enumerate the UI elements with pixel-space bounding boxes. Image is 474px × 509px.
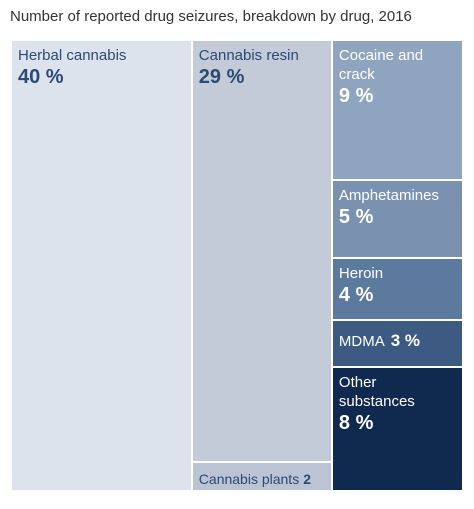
tile-label: Amphetamines (338, 186, 439, 204)
chart-title: Number of reported drug seizures, breakd… (10, 8, 412, 25)
value-label: 4 % (338, 283, 374, 306)
tile: Amphetamines 5 % (332, 180, 462, 257)
tile-label: Other substances (338, 373, 415, 410)
value-label: 8 % (338, 411, 374, 434)
value-label: 29 % (198, 66, 245, 88)
tile-label: Cannabis resin (198, 47, 299, 64)
value-label: 3 % (390, 330, 421, 350)
tile: Heroin 4 % (332, 258, 462, 319)
tile-label: Cannabis plants (198, 470, 300, 487)
tile: MDMA 3 % (332, 320, 462, 366)
tile-label: Heroin (338, 264, 384, 282)
tile: Cocaine and crack 9 % (332, 41, 462, 179)
tile-label: Herbal cannabis (18, 47, 127, 64)
value-label: 9 % (338, 85, 374, 107)
tile: Other substances 8 % (332, 367, 462, 490)
value-label: 5 % (338, 205, 374, 228)
tile-label: Cocaine and crack (338, 47, 424, 83)
value-label: 40 % (18, 66, 64, 88)
tile: Cannabis resin 29 % (192, 41, 331, 461)
tile-label: MDMA (338, 332, 385, 350)
value-label: 2 % (303, 470, 311, 487)
tile: Herbal cannabis 40 % (12, 41, 191, 490)
